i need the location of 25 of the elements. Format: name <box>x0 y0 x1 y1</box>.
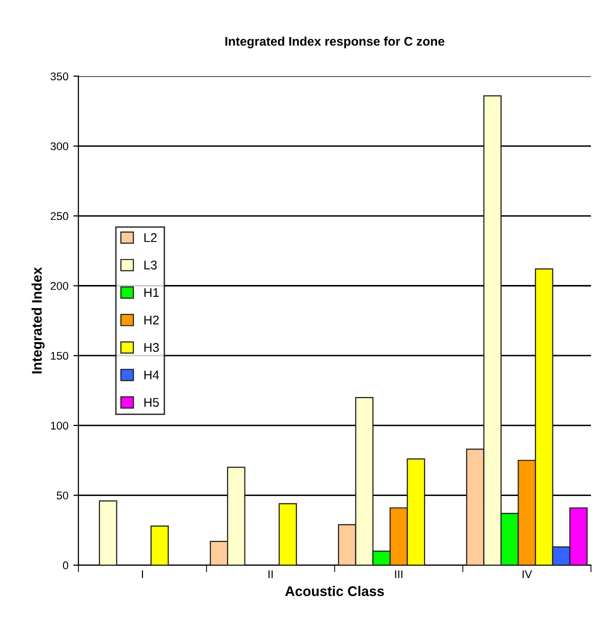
y-axis-title: Integrated Index <box>32 267 45 374</box>
y-tick-label: 100 <box>50 422 68 430</box>
x-tick-label: IV <box>522 570 532 578</box>
legend-label: L3 <box>144 260 157 270</box>
legend-label: H2 <box>144 316 159 324</box>
x-tick-label: III <box>395 570 402 578</box>
x-axis-title: Acoustic Class <box>285 586 384 596</box>
legend-label: H1 <box>144 288 159 297</box>
y-tick-label: 150 <box>50 352 68 360</box>
legend-label: H5 <box>144 398 159 407</box>
bar <box>278 503 297 566</box>
y-tick-label: 350 <box>50 72 68 80</box>
bar <box>98 500 118 566</box>
x-tick-label: I <box>142 570 143 578</box>
legend-label: H4 <box>144 370 160 380</box>
chart-title: Integrated Index response for C zone <box>225 36 444 48</box>
y-tick-label: 300 <box>50 142 68 150</box>
y-tick-label: 200 <box>50 282 68 290</box>
y-tick-label: 250 <box>50 212 68 220</box>
legend-label: L2 <box>144 233 157 242</box>
x-tick-label: II <box>268 570 273 578</box>
legend-label: H3 <box>144 343 159 352</box>
bar <box>150 525 169 566</box>
y-tick-label: 0 <box>62 561 68 570</box>
y-tick-label: 50 <box>56 492 68 500</box>
